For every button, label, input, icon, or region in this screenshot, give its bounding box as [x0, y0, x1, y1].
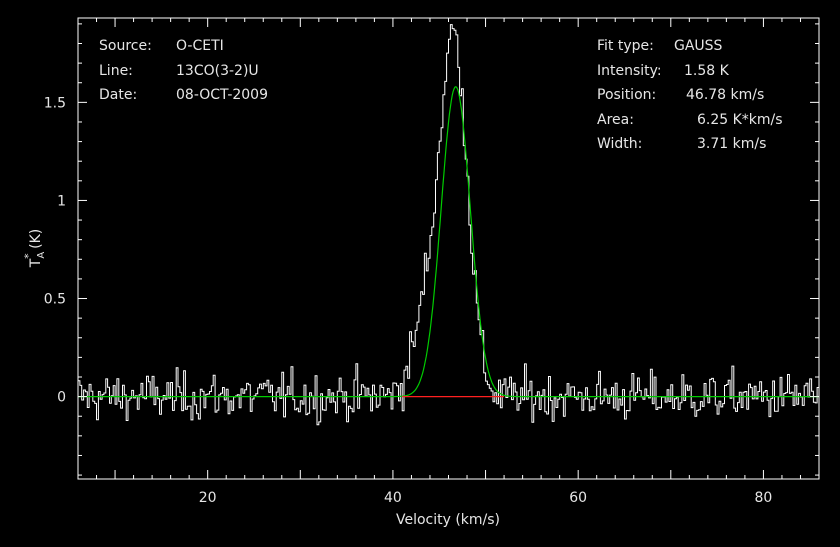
x-tick-label: 60 [569, 490, 587, 506]
fit-type-value: GAUSS [674, 38, 723, 54]
source-value: O-CETI [176, 38, 224, 54]
x-tick-label: 20 [199, 490, 217, 506]
y-tick-label: 1 [57, 193, 66, 209]
line-value: 13CO(3-2)U [176, 63, 259, 79]
svg-text:TA* (K): TA* (K) [22, 229, 47, 268]
tick-marks [77, 18, 820, 479]
width-key: Width: [597, 136, 642, 152]
y-axis-label-sup: * [22, 253, 35, 259]
y-tick-label: 1.5 [44, 95, 66, 111]
source-key: Source: [99, 38, 152, 54]
date-key: Date: [99, 87, 137, 103]
spectrum-series-line [78, 24, 820, 426]
curves-layer [78, 24, 820, 426]
date-value: 08-OCT-2009 [176, 87, 268, 103]
gaussian-fit-line [78, 85, 819, 398]
tick-labels: 20 40 60 80 0 0.5 1 1.5 [44, 95, 773, 506]
header-left-block: Source: O-CETI Line: 13CO(3-2)U Date: 08… [99, 38, 268, 103]
x-tick-label: 40 [384, 490, 402, 506]
area-key: Area: [597, 112, 634, 128]
y-axis-label-main: T [28, 258, 44, 268]
area-value: 6.25 K*km/s [697, 112, 783, 128]
position-value: 46.78 km/s [686, 87, 764, 103]
y-axis-label: TA* (K) [22, 229, 47, 268]
y-axis-label-unit: (K) [28, 229, 44, 254]
position-key: Position: [597, 87, 656, 103]
width-value: 3.71 km/s [697, 136, 766, 152]
intensity-value: 1.58 K [684, 63, 730, 79]
x-axis-label: Velocity (km/s) [396, 512, 500, 528]
x-tick-label: 80 [755, 490, 773, 506]
line-key: Line: [99, 63, 133, 79]
y-tick-label: 0 [57, 390, 66, 406]
y-tick-label: 0.5 [44, 292, 66, 308]
y-axis-label-sub: A [36, 252, 47, 259]
fit-results-block: Fit type: GAUSS Intensity: 1.58 K Positi… [597, 38, 783, 152]
fit-type-key: Fit type: [597, 38, 654, 54]
intensity-key: Intensity: [597, 63, 662, 79]
